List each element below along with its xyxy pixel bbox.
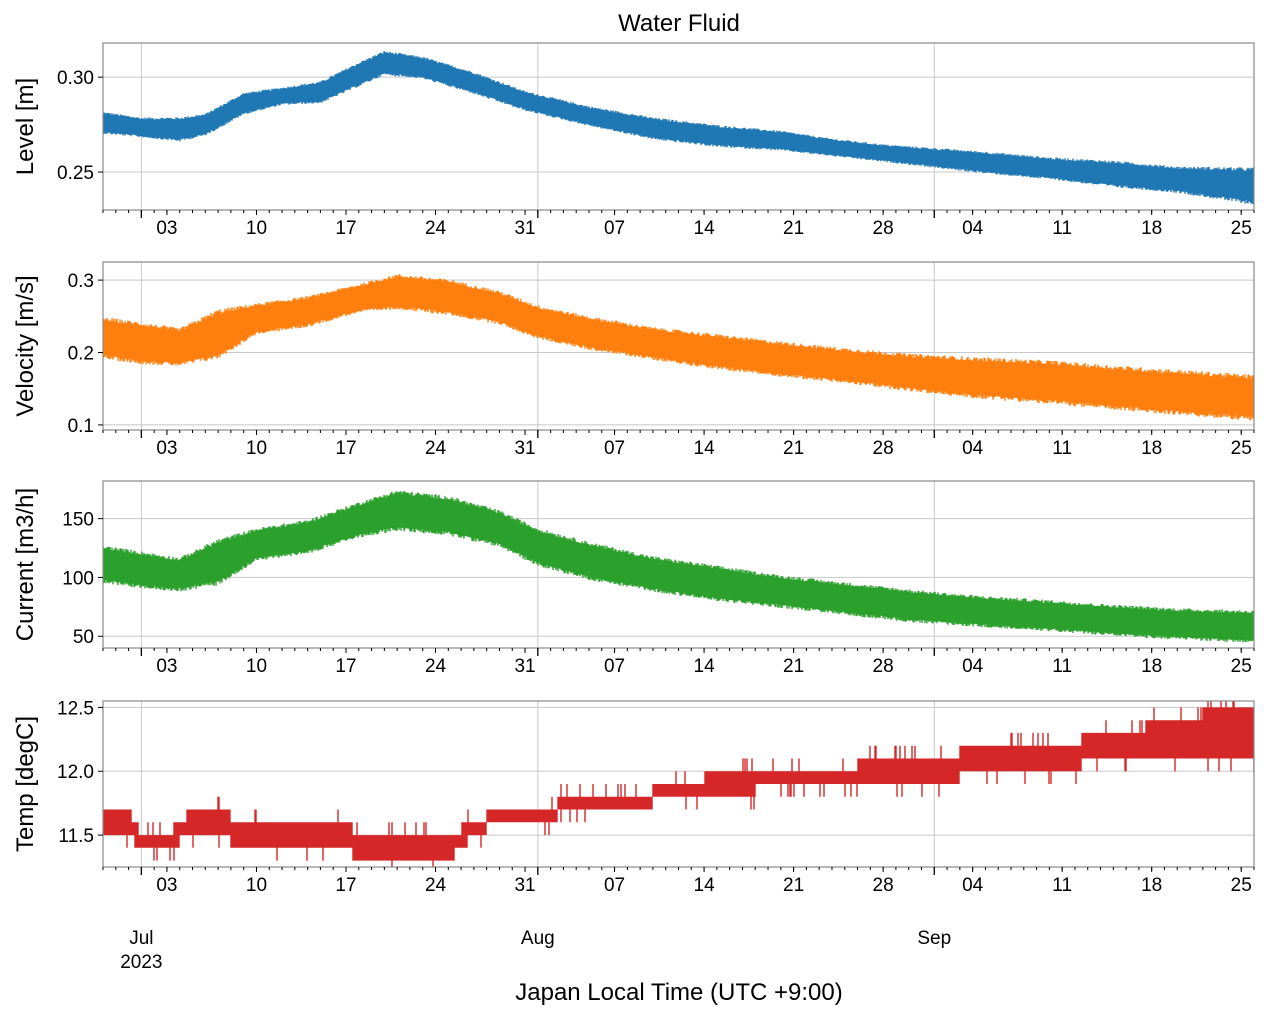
y-tick-label: 12.5 — [57, 698, 94, 719]
series-band — [103, 491, 1254, 643]
x-tick-label: 04 — [962, 438, 984, 459]
x-tick-label: 25 — [1231, 218, 1252, 239]
x-tick-label: 31 — [514, 656, 535, 677]
x-tick-label: 31 — [514, 218, 535, 239]
series-band — [103, 274, 1254, 421]
x-tick-label: 07 — [604, 438, 625, 459]
panel-2: 0.1 0.2 0.3 Velocity [m/s] 03 10 17 24 31 07 14 21 2… — [12, 261, 1255, 459]
panel-4: 11.5 12.0 12.5 Temp [degC] 03 10 17 24 31 07 14 21 2… — [12, 698, 1255, 896]
y-axis-label: Level [m] — [12, 78, 39, 175]
panel-3: 50 100 150 Current [m3/h] 03 10 17 24 31 07 14 21 28… — [12, 480, 1255, 677]
x-tick-label: 28 — [873, 875, 894, 896]
y-axis-label: Temp [degC] — [12, 716, 39, 852]
series-line — [103, 51, 1254, 205]
x-tick-label: 04 — [962, 875, 984, 896]
x-tick-label: 03 — [156, 218, 177, 239]
x-tick-label: 10 — [246, 218, 267, 239]
x-axis-label: Japan Local Time (UTC +9:00) — [515, 979, 842, 1006]
x-tick-label: 24 — [425, 438, 447, 459]
series-line — [103, 491, 1254, 643]
y-tick-label: 0.30 — [57, 68, 94, 89]
x-tick-label: 21 — [783, 656, 804, 677]
x-tick-label: 04 — [962, 656, 984, 677]
x-tick-label: 03 — [156, 438, 177, 459]
series-line — [103, 701, 1254, 867]
x-tick-label: 24 — [425, 656, 447, 677]
x-tick-label: 10 — [246, 438, 267, 459]
x-tick-label: 11 — [1052, 656, 1072, 677]
y-axis-label: Current [m3/h] — [12, 488, 39, 641]
x-tick-label: 31 — [514, 875, 535, 896]
series-band — [103, 51, 1254, 205]
x-tick-label: 18 — [1141, 438, 1162, 459]
x-tick-label: 21 — [783, 218, 804, 239]
year-label: 2023 — [120, 952, 162, 973]
y-tick-label: 11.5 — [58, 826, 94, 847]
x-tick-label: 31 — [514, 438, 535, 459]
x-tick-label: 14 — [694, 656, 716, 677]
x-tick-label: 07 — [604, 218, 625, 239]
x-tick-label: 28 — [873, 656, 894, 677]
x-tick-label: 24 — [425, 875, 447, 896]
x-tick-label: 11 — [1052, 438, 1072, 459]
month-label: Sep — [917, 928, 951, 949]
y-tick-label: 100 — [62, 568, 94, 589]
series-band — [103, 701, 1254, 867]
series-line — [103, 274, 1254, 421]
x-tick-label: 10 — [246, 656, 267, 677]
y-tick-label: 50 — [73, 627, 94, 648]
chart-title: Water Fluid — [618, 10, 740, 37]
x-tick-label: 17 — [335, 218, 356, 239]
x-tick-label: 11 — [1052, 218, 1072, 239]
month-label: Aug — [521, 928, 555, 949]
x-tick-label: 18 — [1141, 218, 1162, 239]
x-tick-label: 10 — [246, 875, 267, 896]
x-tick-label: 21 — [783, 875, 804, 896]
x-tick-label: 03 — [156, 875, 177, 896]
y-tick-label: 0.2 — [68, 344, 94, 365]
x-tick-label: 17 — [335, 438, 356, 459]
x-tick-label: 07 — [604, 875, 625, 896]
x-tick-label: 28 — [873, 438, 894, 459]
y-tick-label: 0.25 — [57, 163, 94, 184]
x-tick-label: 18 — [1141, 656, 1162, 677]
x-tick-label: 07 — [604, 656, 625, 677]
y-tick-label: 150 — [62, 510, 94, 531]
x-tick-label: 14 — [694, 218, 716, 239]
x-tick-label: 17 — [335, 875, 356, 896]
y-tick-label: 0.1 — [68, 416, 94, 437]
y-tick-label: 0.3 — [68, 271, 94, 292]
x-tick-label: 18 — [1141, 875, 1162, 896]
x-tick-label: 24 — [425, 218, 447, 239]
x-tick-label: 03 — [156, 656, 177, 677]
x-tick-label: 28 — [873, 218, 894, 239]
x-tick-label: 11 — [1052, 875, 1072, 896]
x-tick-label: 14 — [694, 875, 716, 896]
y-axis-label: Velocity [m/s] — [12, 275, 39, 416]
x-tick-label: 25 — [1231, 875, 1252, 896]
x-tick-label: 14 — [694, 438, 716, 459]
y-tick-label: 12.0 — [57, 762, 94, 783]
x-tick-label: 04 — [962, 218, 984, 239]
x-tick-label: 25 — [1231, 438, 1252, 459]
x-tick-label: 17 — [335, 656, 356, 677]
month-labels: Jul 2023 Aug Sep — [120, 928, 951, 973]
x-tick-label: 21 — [783, 438, 804, 459]
month-label: Jul — [129, 928, 153, 949]
x-tick-label: 25 — [1231, 656, 1252, 677]
panel-1: 0.25 0.30 Level [m] 03 10 17 24 31 07 14 21 28 04 11 1… — [12, 42, 1255, 239]
